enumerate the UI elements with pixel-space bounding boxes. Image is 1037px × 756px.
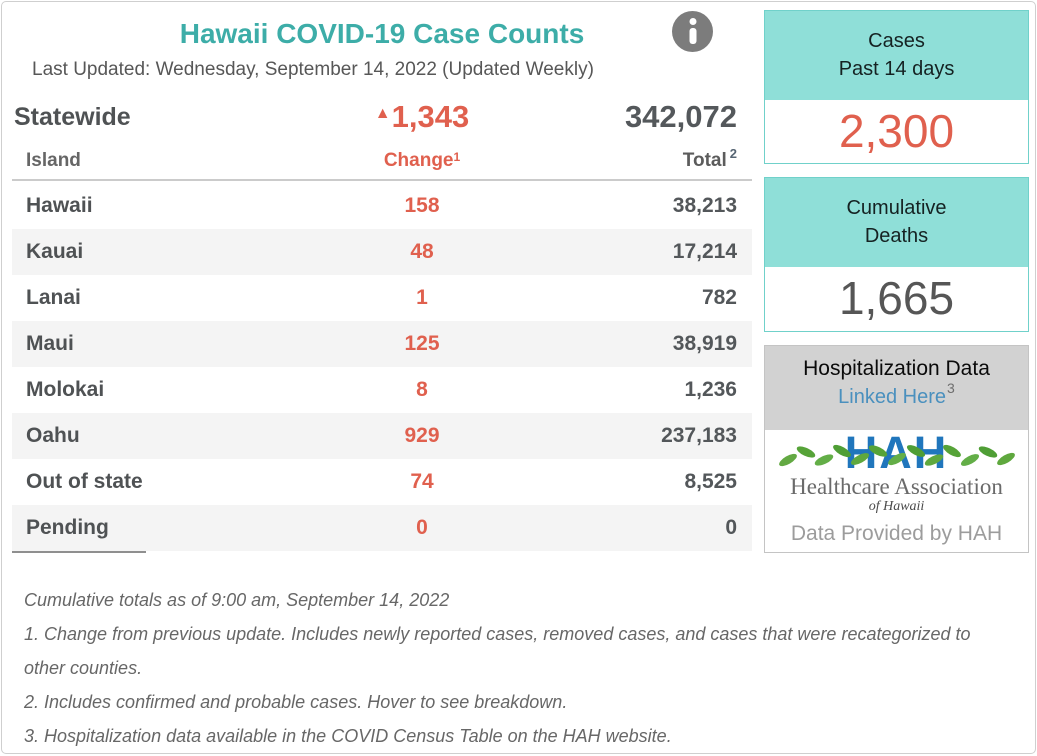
island-cell: Lanai [26,286,81,309]
case-count-panel: Hawaii COVID-19 Case Counts Last Updated… [12,10,752,553]
change-cell: 8 [416,378,428,401]
info-icon[interactable] [672,11,713,52]
footnote-1: 1. Change from previous update. Includes… [24,624,971,678]
card-title-line: Deaths [864,225,929,247]
island-cell: Hawaii [26,194,93,217]
table-row-maui[interactable]: Maui 125 38,919 [12,321,752,367]
total-cell: 782 [701,286,737,309]
change-cell: 1 [416,286,428,309]
statewide-change-number: 1,343 [391,99,470,134]
island-table: Hawaii 158 38,213 Kauai 48 17,214 Lanai … [12,183,752,553]
total-cell: 8,525 [684,470,737,493]
hah-logo-subname: of Hawaii [868,499,925,514]
total-cell: 0 [725,516,737,539]
total-cell: 38,213 [672,194,737,217]
table-row-hawaii[interactable]: Hawaii 158 38,213 [12,183,752,229]
column-header-change: Change1 [383,150,461,171]
column-header-island: Island [26,150,81,171]
island-cell: Oahu [26,424,80,447]
cases-past-14-days-card: Cases Past 14 days 2,300 [764,10,1029,164]
table-row-molokai[interactable]: Molokai 8 1,236 [12,367,752,413]
table-row-oahu[interactable]: Oahu 929 237,183 [12,413,752,459]
hah-logo-name: Healthcare Association [790,474,1003,499]
table-header-row: Island Change1 Total 2 [12,143,752,181]
statewide-summary-row: Statewide ▲1,343 342,072 [12,93,752,141]
last-updated-text: Last Updated: Wednesday, September 14, 2… [32,59,594,80]
footnote-3-marker: 3 [947,380,955,396]
up-triangle-icon: ▲ [374,105,391,122]
statewide-total-value: 342,072 [624,99,737,134]
card-title-line: Cumulative [846,197,947,219]
island-cell: Pending [26,516,109,539]
column-header-total: Total 2 [682,146,737,171]
page-title: Hawaii COVID-19 Case Counts [179,18,585,49]
card-title-line: Cases [868,30,925,52]
change-cell: 125 [404,332,440,355]
hah-caption: Data Provided by HAH [790,522,1003,545]
cumulative-deaths-value: 1,665 [838,271,955,324]
footnote-2-marker: 2 [729,146,737,161]
total-cell: 38,919 [672,332,737,355]
total-cell: 237,183 [661,424,737,447]
island-cell: Maui [26,332,74,355]
table-row-kauai[interactable]: Kauai 48 17,214 [12,229,752,275]
table-row-pending[interactable]: Pending 0 0 [12,505,752,551]
hah-logo: HAH Healthcare Association of Hawaii Dat… [765,430,1028,546]
cases-past-14-days-value: 2,300 [838,104,955,157]
change-cell: 929 [404,424,440,447]
island-cell: Kauai [26,240,84,263]
cumulative-deaths-card: Cumulative Deaths 1,665 [764,177,1029,332]
statewide-change-value: ▲1,343 [242,99,602,135]
hospitalization-card: Hospitalization Data Linked Here3 [764,345,1029,553]
cases-past-14-days-header: Cases Past 14 days [765,11,1028,100]
total-cell: 1,236 [684,378,737,401]
info-icon-dot [689,18,696,25]
hospitalization-header: Hospitalization Data Linked Here3 [765,346,1028,430]
statewide-label: Statewide [14,102,131,131]
cumulative-deaths-header: Cumulative Deaths [765,178,1028,267]
change-cell: 158 [404,194,440,217]
footnote-2: 2. Includes confirmed and probable cases… [24,692,568,712]
footnote-cumulative: Cumulative totals as of 9:00 am, Septemb… [24,590,450,610]
island-cell: Molokai [26,378,105,401]
card-title-line: Past 14 days [838,58,955,80]
hospitalization-link[interactable]: Linked Here3 [838,380,955,408]
table-bottom-divider [12,551,146,553]
table-row-out-of-state[interactable]: Out of state 74 8,525 [12,459,752,505]
footnote-1-marker: 1 [453,150,461,164]
hospitalization-title: Hospitalization Data [803,357,990,380]
footnote-3: 3. Hospitalization data available in the… [24,726,672,746]
island-cell: Out of state [26,470,143,493]
footnotes: Cumulative totals as of 9:00 am, Septemb… [24,583,1009,753]
change-cell: 48 [410,240,434,263]
info-icon-stem [689,28,696,44]
hah-acronym: HAH [844,427,949,478]
total-cell: 17,214 [672,240,737,263]
change-cell: 74 [410,470,434,493]
table-row-lanai[interactable]: Lanai 1 782 [12,275,752,321]
change-cell: 0 [416,516,428,539]
